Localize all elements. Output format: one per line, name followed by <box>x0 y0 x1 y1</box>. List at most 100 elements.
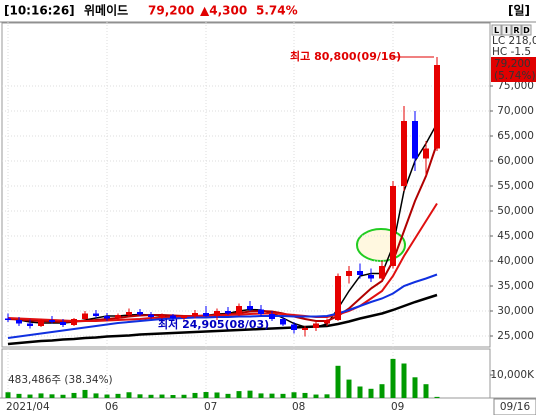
volume-bar <box>82 389 88 398</box>
stock-name: 위메이드 <box>84 3 128 18</box>
candle-body <box>27 323 33 326</box>
candle-body <box>236 306 242 314</box>
volume-bar <box>236 391 242 398</box>
y-tick-label: 55,000 <box>497 180 534 192</box>
side-button-label[interactable]: R <box>513 26 519 35</box>
candle-body <box>269 314 275 319</box>
x-tick-label: 09 <box>391 401 404 413</box>
candle-body <box>225 311 231 314</box>
period[interactable]: [일] <box>508 4 530 18</box>
candle-body <box>434 65 440 149</box>
x-tick-label: 08 <box>292 401 305 413</box>
y-tick-label: 65,000 <box>497 130 534 142</box>
y-tick-label: 40,000 <box>497 255 534 267</box>
high-annotation: 최고 80,800(09/16) <box>290 49 401 63</box>
candle-body <box>302 328 308 330</box>
side-button-label[interactable]: I <box>505 26 508 35</box>
candle-body <box>346 271 352 276</box>
moving-average <box>7 273 438 339</box>
volume-bar <box>126 392 132 398</box>
volume-bar <box>423 384 429 398</box>
y-tick-label: 25,000 <box>497 330 534 342</box>
volume-tick-label: 10,000K <box>490 369 535 381</box>
volume-bar <box>379 384 385 398</box>
candle-body <box>368 275 374 279</box>
candle-body <box>49 320 55 322</box>
volume-bar <box>38 393 44 398</box>
volume-bar <box>104 394 110 398</box>
candle-body <box>126 312 132 315</box>
volume-bar <box>335 365 341 398</box>
candle-body <box>401 121 407 186</box>
side-button[interactable] <box>501 24 512 36</box>
candle-body <box>159 315 165 317</box>
candle-body <box>258 309 264 314</box>
volume-bar <box>181 394 187 398</box>
candle-body <box>137 312 143 315</box>
candle-body <box>423 148 429 159</box>
y-tick-label: 35,000 <box>497 280 534 292</box>
volume-bar <box>247 390 253 398</box>
volume-bar <box>27 394 33 398</box>
side-button[interactable] <box>511 24 522 36</box>
candle-body <box>357 271 363 275</box>
candle-body <box>379 266 385 279</box>
candle-body <box>203 313 209 316</box>
volume-bar <box>192 392 198 398</box>
candle-body <box>280 319 286 325</box>
volume-bar <box>60 394 66 398</box>
side-button-label[interactable]: L <box>494 26 499 35</box>
candle-body <box>16 320 22 324</box>
volume-bar <box>71 392 77 398</box>
volume-bar <box>93 393 99 398</box>
candle-body <box>60 322 66 325</box>
candle-body <box>82 313 88 319</box>
volume-bar <box>357 386 363 398</box>
candle-body <box>335 276 341 320</box>
candle-body <box>313 323 319 328</box>
volume-bar <box>368 388 374 398</box>
side-button-label[interactable]: D <box>523 26 530 35</box>
y-tick-label: 45,000 <box>497 230 534 242</box>
volume-label: 483,486주 (38.34%) <box>8 374 113 386</box>
candle-body <box>192 313 198 317</box>
volume-bar <box>203 392 209 398</box>
candle-body <box>291 324 297 330</box>
volume-bar <box>302 392 308 398</box>
candle-body <box>412 121 418 159</box>
volume-bar <box>225 393 231 398</box>
price-tag-rate: (5.74%) <box>494 70 536 82</box>
candle-body <box>104 316 110 319</box>
volume-bar <box>148 394 154 398</box>
volume-bar <box>170 395 176 398</box>
volume-bar <box>16 393 22 398</box>
volume-bar <box>214 392 220 398</box>
candle-body <box>148 314 154 317</box>
candle-body <box>38 320 44 326</box>
y-tick-label: 30,000 <box>497 305 534 317</box>
low-annotation: 최저 24,905(08/03) <box>158 317 269 331</box>
y-tick-label: 50,000 <box>497 205 534 217</box>
volume-bar <box>5 392 11 398</box>
y-tick-label: 75,000 <box>497 80 534 92</box>
volume-bar <box>401 363 407 398</box>
candle-body <box>93 313 99 316</box>
change: ▲4,300 <box>200 4 247 18</box>
volume-bar <box>269 393 275 398</box>
side-button[interactable] <box>521 24 532 36</box>
x-tick-label: 06 <box>105 401 119 413</box>
candle-body <box>5 318 11 320</box>
volume-bar <box>291 392 297 398</box>
volume-bar <box>159 394 165 398</box>
price: 79,200 <box>148 4 194 18</box>
y-tick-label: 70,000 <box>497 105 534 117</box>
volume-bar <box>324 394 330 398</box>
y-tick-label: 60,000 <box>497 155 534 167</box>
volume-bar <box>280 393 286 398</box>
volume-bar <box>313 394 319 398</box>
volume-bar <box>115 393 121 398</box>
side-button[interactable] <box>491 24 502 36</box>
volume-bar <box>434 396 440 398</box>
